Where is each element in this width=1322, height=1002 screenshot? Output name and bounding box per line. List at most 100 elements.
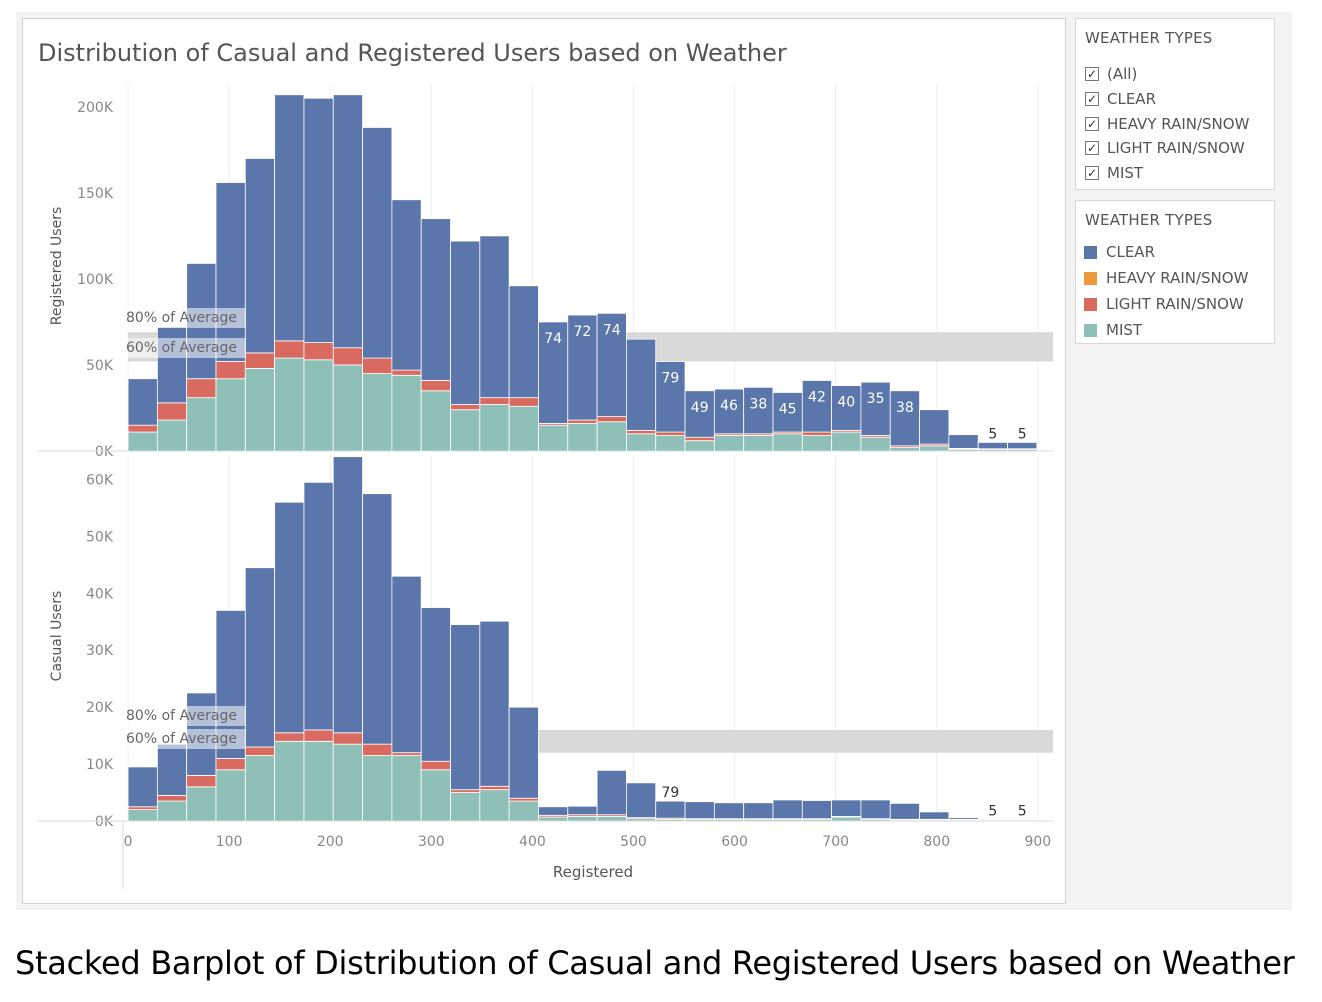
x-tick-label: 700	[822, 834, 849, 850]
y-tick-label: 200K	[77, 100, 114, 116]
legend-item-clear: CLEAR	[1084, 241, 1155, 263]
bar-segment-clear	[332, 456, 363, 734]
y-tick-label: 50K	[86, 358, 114, 374]
bar-label: 5	[988, 426, 997, 442]
legend-swatch	[1084, 297, 1097, 311]
bar-segment-clear	[860, 381, 891, 436]
bar-segment-clear	[596, 769, 627, 816]
bar-label: 42	[808, 389, 826, 405]
bar-segment-mist	[303, 359, 334, 452]
weather-filter-card: WEATHER TYPES ✓ (All) ✓ CLEAR ✓ HEAVY RA…	[1075, 18, 1275, 190]
reference-label: 80% of Average	[126, 708, 237, 724]
weather-legend-card: WEATHER TYPES CLEAR HEAVY RAIN/SNOW LIGH…	[1075, 200, 1275, 344]
bar-segment-clear	[567, 314, 598, 421]
bar-segment-clear	[508, 706, 539, 799]
bar-segment-mist	[332, 743, 363, 822]
bar-segment-mist	[303, 740, 334, 822]
bar-segment-mist	[127, 431, 158, 452]
checkbox-icon[interactable]: ✓	[1085, 92, 1099, 106]
bar-segment-clear	[801, 380, 833, 433]
bar-segment-light-rain-snow	[801, 431, 833, 436]
filter-item-light-rain-snow[interactable]: ✓ LIGHT RAIN/SNOW	[1085, 137, 1245, 159]
bar-segment-light-rain-snow	[215, 757, 246, 771]
filter-item-clear[interactable]: ✓ CLEAR	[1085, 88, 1156, 110]
checkbox-icon[interactable]: ✓	[1085, 67, 1099, 81]
checkbox-icon[interactable]: ✓	[1085, 141, 1099, 155]
checkbox-icon[interactable]: ✓	[1085, 117, 1099, 131]
bar-segment-mist	[391, 755, 422, 822]
bar-label: 46	[720, 398, 738, 414]
filter-label: LIGHT RAIN/SNOW	[1107, 139, 1245, 157]
bar-segment-clear	[626, 338, 657, 431]
legend-item-heavy-rain-snow: HEAVY RAIN/SNOW	[1084, 267, 1248, 289]
bar-segment-clear	[684, 390, 715, 438]
bar-segment-mist	[274, 740, 305, 822]
bar-segment-light-rain-snow	[215, 361, 246, 380]
bar-segment-light-rain-snow	[391, 369, 422, 376]
bar-label: 79	[661, 785, 679, 801]
figure-caption: Stacked Barplot of Distribution of Casua…	[15, 944, 1295, 982]
bar-segment-clear	[655, 361, 686, 433]
bar-segment-mist	[508, 405, 539, 452]
bar-segment-clear	[772, 799, 803, 820]
bar-segment-clear	[127, 766, 158, 808]
checkbox-icon[interactable]: ✓	[1085, 166, 1099, 180]
bar-segment-clear	[948, 817, 979, 820]
filter-item-mist[interactable]: ✓ MIST	[1085, 162, 1143, 184]
bar-segment-clear	[508, 285, 539, 399]
filter-label: (All)	[1107, 65, 1138, 83]
bar-segment-mist	[215, 378, 246, 452]
bar-segment-mist	[332, 364, 363, 452]
bar-segment-light-rain-snow	[186, 378, 217, 399]
bar-segment-light-rain-snow	[303, 342, 334, 361]
bar-segment-clear	[156, 743, 188, 796]
bar-segment-clear	[479, 235, 510, 399]
bar-label: 74	[603, 322, 621, 338]
bar-segment-clear	[831, 799, 862, 817]
filter-label: MIST	[1107, 164, 1144, 182]
bar-segment-clear	[919, 409, 950, 445]
bar-segment-clear	[860, 799, 891, 820]
bar-segment-clear	[244, 567, 276, 748]
bar-segment-light-rain-snow	[274, 340, 305, 359]
legend-item-light-rain-snow: LIGHT RAIN/SNOW	[1084, 293, 1244, 315]
bar-segment-clear	[362, 127, 393, 359]
bar-segment-clear	[889, 802, 920, 820]
reference-label-bg	[124, 706, 246, 726]
bar-segment-light-rain-snow	[332, 347, 363, 366]
bar-segment-mist	[479, 404, 510, 452]
bar-segment-light-rain-snow	[655, 431, 686, 436]
bar-label: 5	[1018, 803, 1027, 819]
bar-label: 5	[988, 803, 997, 819]
reference-label: 80% of Average	[126, 310, 237, 326]
bar-segment-light-rain-snow	[626, 429, 657, 435]
bar-segment-light-rain-snow	[479, 397, 510, 405]
bar-segment-light-rain-snow	[127, 806, 158, 811]
bar-segment-light-rain-snow	[450, 789, 481, 793]
bar-segment-light-rain-snow	[391, 752, 422, 756]
x-tick-label: 400	[519, 834, 546, 850]
bar-segment-mist	[215, 769, 246, 822]
bar-segment-mist	[919, 445, 950, 452]
bar-segment-mist	[538, 424, 569, 452]
bar-segment-clear	[450, 240, 481, 405]
y-tick-label: 0K	[95, 444, 114, 460]
filter-title: WEATHER TYPES	[1085, 29, 1213, 47]
filter-item-all[interactable]: ✓ (All)	[1085, 63, 1137, 85]
bar-segment-mist	[713, 435, 745, 452]
bar-segment-mist	[889, 447, 920, 452]
legend-label: HEAVY RAIN/SNOW	[1106, 269, 1249, 287]
legend-swatch	[1084, 245, 1097, 259]
bar-segment-clear	[889, 390, 920, 447]
x-tick-label: 300	[418, 834, 445, 850]
bar-segment-clear	[244, 158, 276, 354]
bar-segment-mist	[743, 435, 774, 452]
bar-segment-light-rain-snow	[420, 760, 451, 771]
bar-segment-mist	[391, 374, 422, 452]
bar-label: 49	[691, 400, 709, 416]
filter-item-heavy-rain-snow[interactable]: ✓ HEAVY RAIN/SNOW	[1085, 113, 1249, 135]
bar-segment-light-rain-snow	[303, 729, 334, 742]
bar-segment-mist	[508, 800, 539, 822]
bar-segment-clear	[977, 441, 1008, 450]
bar-segment-clear	[332, 94, 363, 349]
